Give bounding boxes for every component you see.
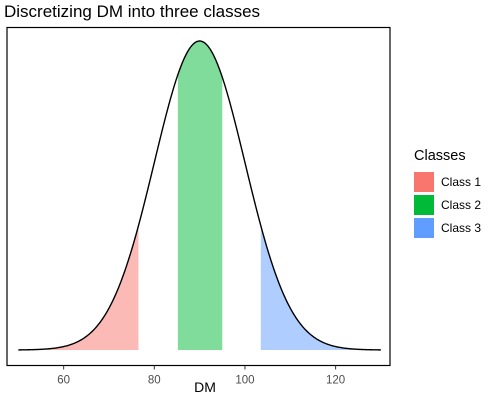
legend-title: Classes <box>414 148 466 164</box>
x-tick-label-100: 100 <box>235 375 254 387</box>
density-curve <box>18 40 381 351</box>
legend-label-class-1: Class 1 <box>441 174 482 189</box>
x-tick-label-80: 80 <box>148 375 161 387</box>
legend-item-class-1: Class 1 <box>414 170 481 193</box>
legend-item-class-2: Class 2 <box>414 193 481 216</box>
x-tick-label-120: 120 <box>326 375 345 387</box>
x-axis-label: DM <box>194 379 216 395</box>
legend: Classes Class 1 Class 2 Class 3 <box>414 148 481 239</box>
legend-label-class-3: Class 3 <box>441 220 482 235</box>
legend-key-class-2 <box>414 194 434 215</box>
x-tick-label-60: 60 <box>57 375 70 387</box>
plot-panel-border <box>6 26 391 367</box>
class-area-3 <box>260 225 381 350</box>
legend-label-class-2: Class 2 <box>441 197 482 212</box>
chart-title: Discretizing DM into three classes <box>4 2 261 21</box>
class-area-1 <box>18 225 139 350</box>
legend-item-class-3: Class 3 <box>414 216 481 239</box>
legend-key-class-3 <box>414 217 434 238</box>
class-area-2 <box>177 41 223 350</box>
legend-key-class-1 <box>414 171 434 192</box>
